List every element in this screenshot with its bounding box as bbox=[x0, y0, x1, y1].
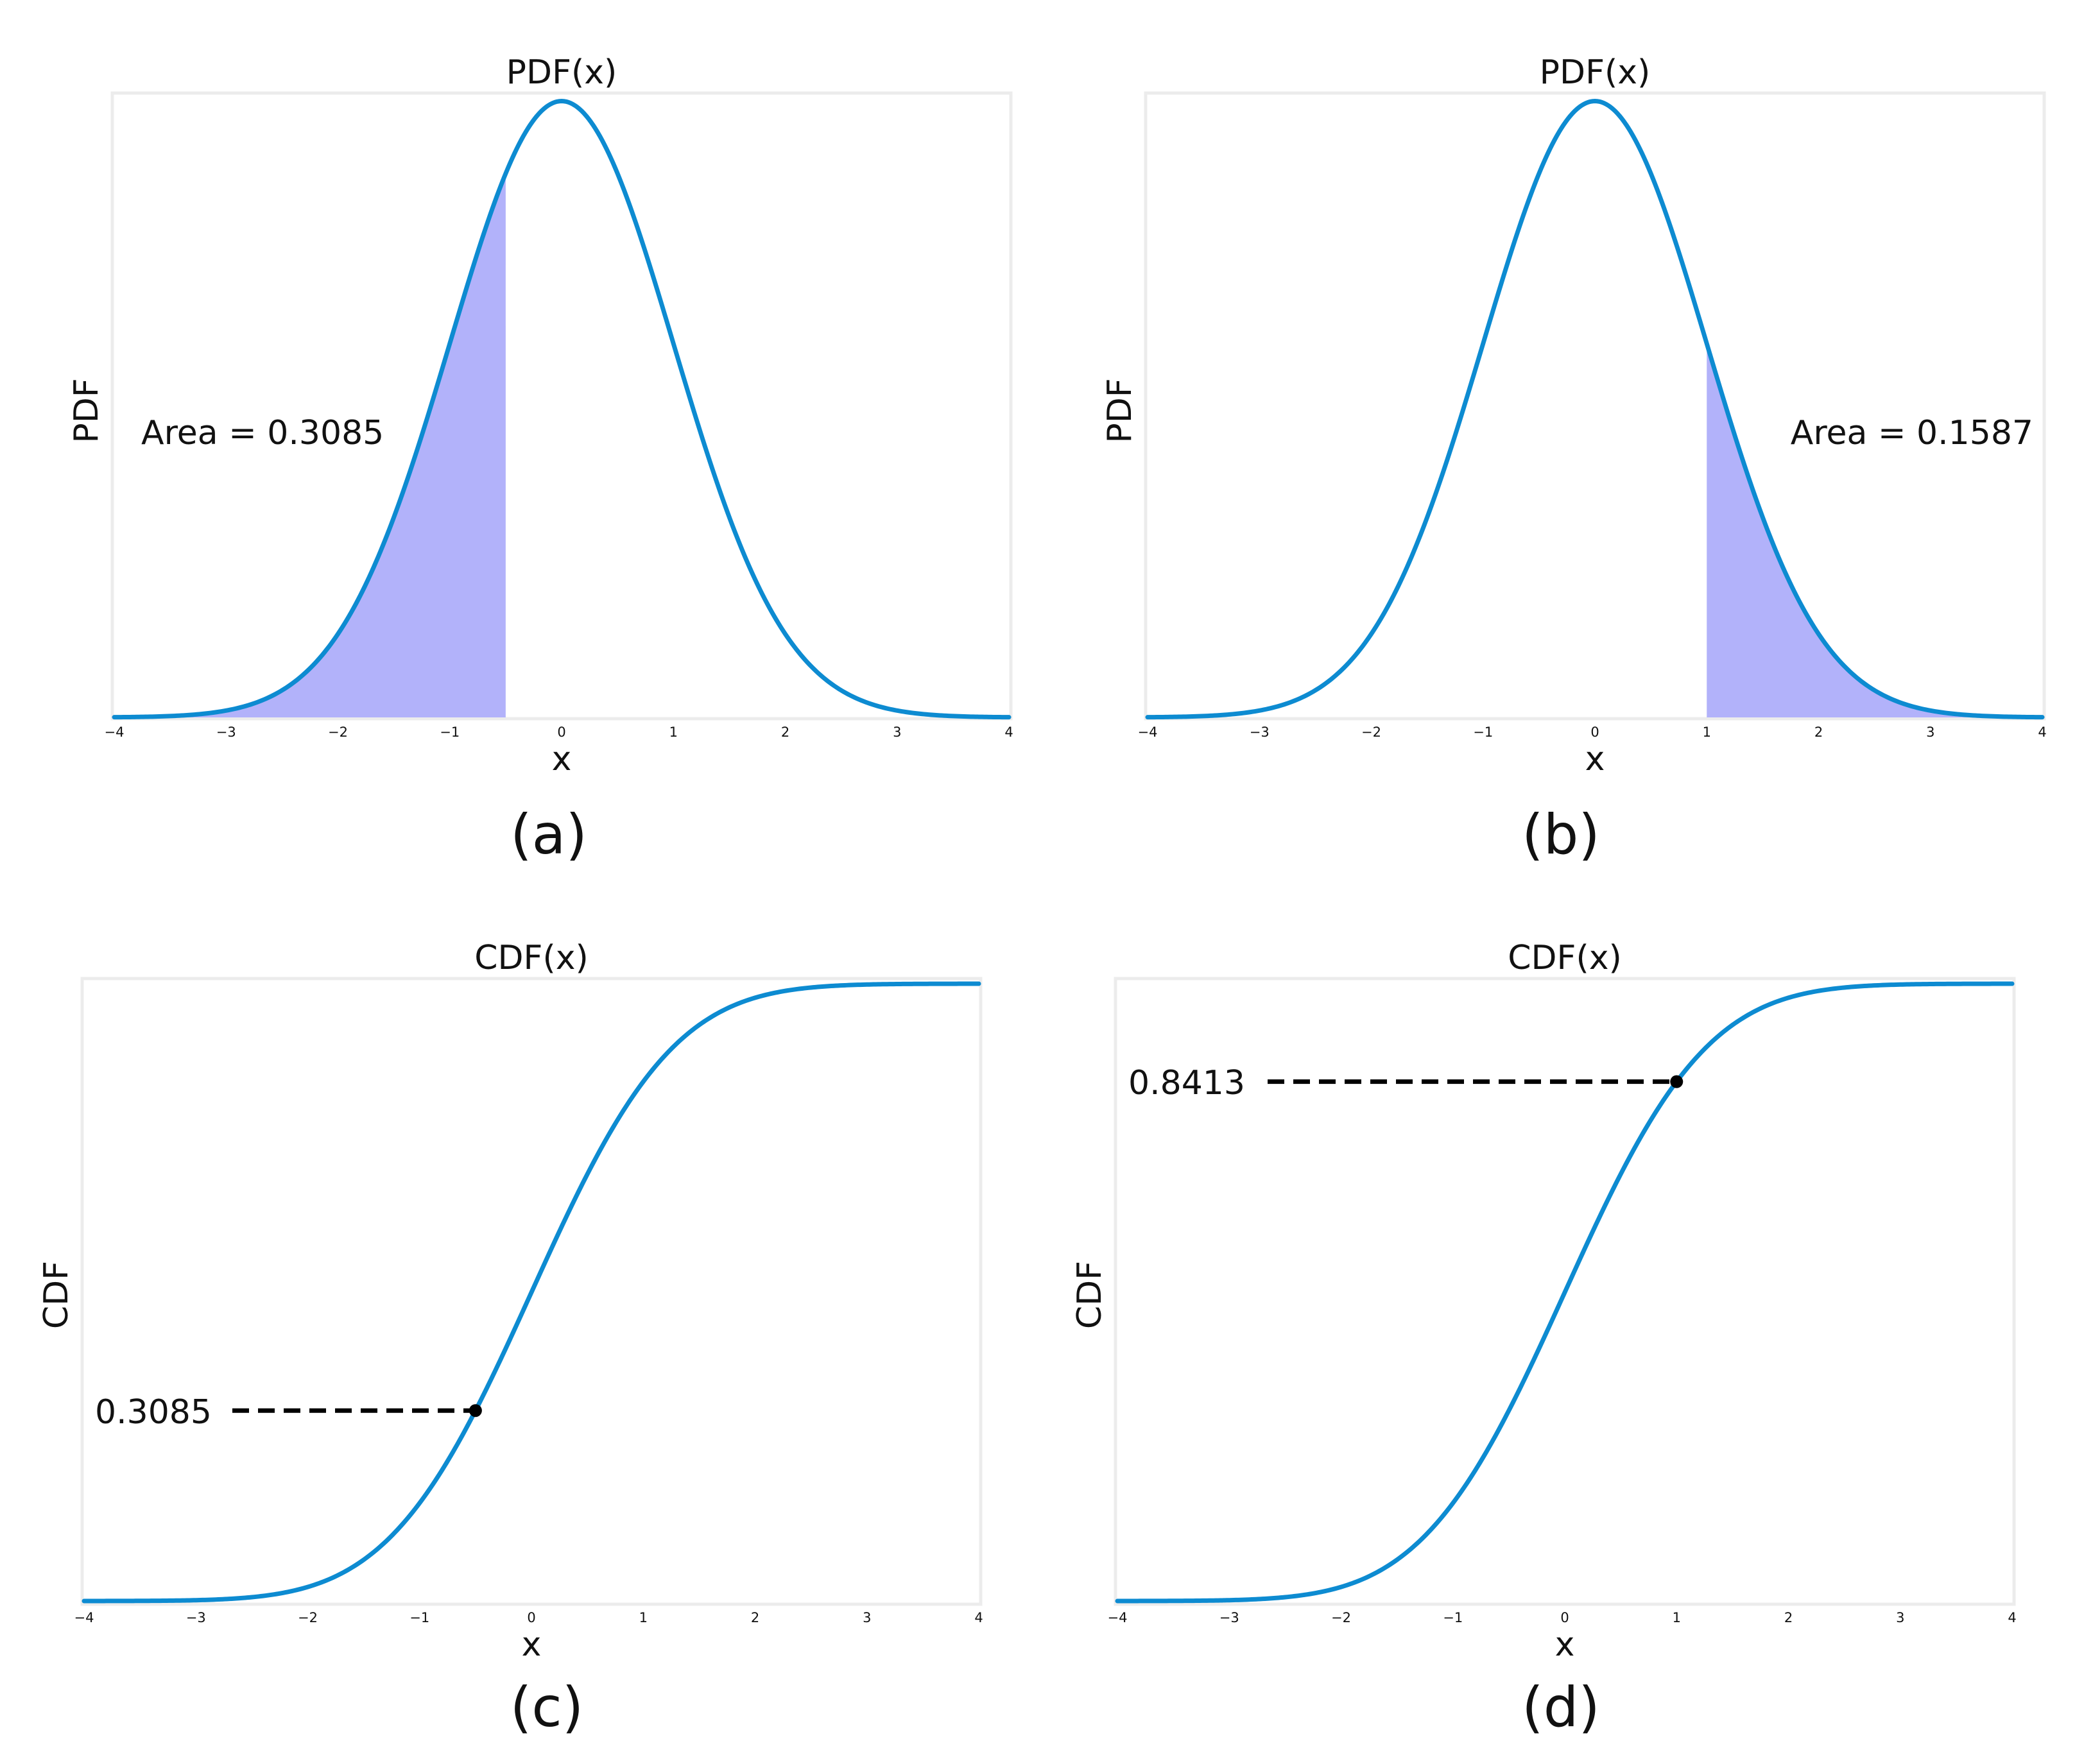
x-tick-label: 4 bbox=[2008, 1610, 2016, 1625]
x-tick-label: 2 bbox=[1814, 724, 1823, 740]
x-tick-label: −4 bbox=[1108, 1610, 1128, 1625]
x-axis-label: x bbox=[522, 1625, 542, 1664]
x-axis-label: x bbox=[1585, 740, 1605, 778]
x-tick-label: −1 bbox=[409, 1610, 429, 1625]
x-tick-label: 4 bbox=[1004, 724, 1013, 740]
panel-caption: (c) bbox=[510, 1675, 583, 1740]
chart-title: CDF(x) bbox=[1508, 939, 1622, 977]
x-tick-label: −1 bbox=[440, 724, 460, 740]
cdf-curve bbox=[82, 981, 981, 1604]
x-tick-label: 1 bbox=[1703, 724, 1711, 740]
x-tick-label: −4 bbox=[1138, 724, 1158, 740]
shaded-area bbox=[1707, 343, 2042, 717]
x-tick-label: 2 bbox=[1784, 1610, 1793, 1625]
x-tick-label: −2 bbox=[298, 1610, 318, 1625]
pdf-curve bbox=[1145, 99, 2045, 720]
x-tick-label: −3 bbox=[1219, 1610, 1239, 1625]
x-tick-label: 1 bbox=[669, 724, 678, 740]
x-axis-label: x bbox=[552, 740, 572, 778]
x-tick-label: 3 bbox=[1926, 724, 1934, 740]
shaded-area bbox=[114, 173, 506, 717]
plot-frame bbox=[1144, 91, 2046, 721]
x-tick-label: −2 bbox=[1331, 1610, 1351, 1625]
y-axis-label: CDF bbox=[1071, 1261, 1109, 1329]
x-tick-label: −1 bbox=[1473, 724, 1493, 740]
chart-title: PDF(x) bbox=[506, 53, 617, 92]
marked-point bbox=[469, 1404, 482, 1417]
x-tick-label: −3 bbox=[216, 724, 236, 740]
x-tick-label: 3 bbox=[1896, 1610, 1904, 1625]
chart-panel-d: −4 −3 −2 −1 0 1 2 3 4 CDF(x) x CDF 0.8413 (d) bbox=[1071, 939, 2017, 1740]
panel-caption: (d) bbox=[1522, 1675, 1600, 1740]
chart-panel-c: −4 −3 −2 −1 0 1 2 3 4 CDF(x) x CDF 0.3085 (c) bbox=[37, 939, 983, 1740]
x-tick-label: 2 bbox=[751, 1610, 759, 1625]
x-tick-label: −4 bbox=[74, 1610, 94, 1625]
panel-caption: (a) bbox=[510, 803, 587, 867]
panel-caption: (b) bbox=[1522, 803, 1600, 867]
x-tick-label: −2 bbox=[328, 724, 348, 740]
x-tick-label: 0 bbox=[1560, 1610, 1569, 1625]
x-tick-label: −1 bbox=[1443, 1610, 1463, 1625]
x-tick-label: −3 bbox=[1250, 724, 1270, 740]
area-annotation: Area = 0.1587 bbox=[1791, 414, 2033, 452]
x-tick-label: 0 bbox=[557, 724, 565, 740]
x-tick-label: 3 bbox=[863, 1610, 871, 1625]
x-tick-label: −4 bbox=[105, 724, 125, 740]
cdf-curve bbox=[1115, 981, 2015, 1604]
x-tick-label: −3 bbox=[186, 1610, 206, 1625]
y-axis-label: CDF bbox=[37, 1261, 76, 1329]
x-tick-label: 0 bbox=[527, 1610, 535, 1625]
x-tick-label: 1 bbox=[639, 1610, 648, 1625]
pdf-curve bbox=[112, 99, 1012, 720]
x-tick-label: 3 bbox=[893, 724, 901, 740]
chart-title: PDF(x) bbox=[1540, 53, 1651, 92]
x-tick-label: −2 bbox=[1361, 724, 1381, 740]
x-tick-label: 4 bbox=[2038, 724, 2046, 740]
value-annotation: 0.3085 bbox=[95, 1393, 212, 1432]
marked-point bbox=[1670, 1075, 1684, 1088]
x-tick-label: 4 bbox=[974, 1610, 983, 1625]
value-annotation: 0.8413 bbox=[1128, 1064, 1245, 1102]
plot-frame bbox=[110, 91, 1013, 721]
y-axis-label: PDF bbox=[67, 378, 106, 443]
y-axis-label: PDF bbox=[1101, 378, 1139, 443]
chart-panel-a: −4 −3 −2 −1 0 1 2 3 4 PDF(x) x PDF Area = 0.3085 (a) bbox=[67, 53, 1013, 867]
chart-title: CDF(x) bbox=[474, 939, 589, 977]
x-axis-label: x bbox=[1555, 1625, 1575, 1664]
x-tick-label: 2 bbox=[781, 724, 789, 740]
x-tick-label: 0 bbox=[1590, 724, 1599, 740]
area-annotation: Area = 0.3085 bbox=[141, 414, 384, 452]
chart-panel-b: −4 −3 −2 −1 0 1 2 3 4 PDF(x) x PDF Area = 0.1587 (b) bbox=[1101, 53, 2047, 867]
x-tick-label: 1 bbox=[1673, 1610, 1681, 1625]
